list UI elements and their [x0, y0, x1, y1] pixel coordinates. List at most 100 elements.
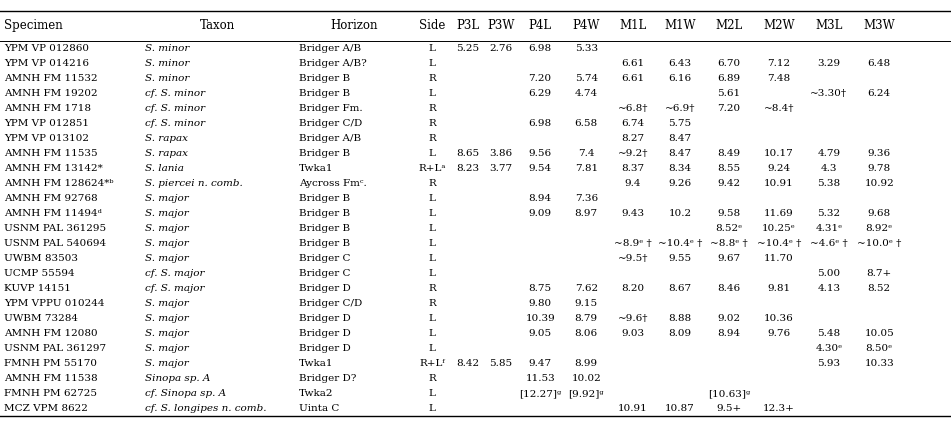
Text: 6.48: 6.48	[867, 59, 891, 68]
Text: R: R	[428, 284, 437, 293]
Text: 9.58: 9.58	[717, 209, 741, 218]
Text: M3L: M3L	[815, 20, 843, 32]
Text: S. major: S. major	[145, 359, 188, 368]
Text: [12.27]ᵍ: [12.27]ᵍ	[519, 389, 561, 399]
Text: 8.88: 8.88	[669, 314, 691, 324]
Text: YPM VP 012860: YPM VP 012860	[4, 44, 88, 53]
Text: 10.39: 10.39	[525, 314, 555, 324]
Text: 8.75: 8.75	[529, 284, 552, 293]
Text: 7.48: 7.48	[767, 74, 790, 83]
Text: 7.62: 7.62	[574, 284, 598, 293]
Text: cf. S. major: cf. S. major	[145, 269, 204, 278]
Text: 9.55: 9.55	[669, 254, 691, 263]
Text: 2.76: 2.76	[489, 44, 513, 53]
Text: Bridger A/B: Bridger A/B	[299, 44, 360, 53]
Text: M3W: M3W	[864, 20, 895, 32]
Text: S. major: S. major	[145, 314, 188, 324]
Text: 11.70: 11.70	[764, 254, 794, 263]
Text: Bridger B: Bridger B	[299, 224, 350, 233]
Text: 9.4: 9.4	[625, 179, 641, 188]
Text: USNM PAL 540694: USNM PAL 540694	[4, 239, 106, 248]
Text: 7.81: 7.81	[574, 164, 598, 173]
Text: L: L	[429, 344, 436, 353]
Text: 8.7+: 8.7+	[866, 269, 892, 278]
Text: Bridger Fm.: Bridger Fm.	[299, 104, 362, 113]
Text: cf. S. minor: cf. S. minor	[145, 104, 204, 113]
Text: Bridger C/D: Bridger C/D	[299, 119, 362, 128]
Text: 3.29: 3.29	[817, 59, 841, 68]
Text: Uinta C: Uinta C	[299, 404, 339, 413]
Text: 9.09: 9.09	[529, 209, 552, 218]
Text: ~4.6ᵉ †: ~4.6ᵉ †	[810, 239, 847, 248]
Text: L: L	[429, 209, 436, 218]
Text: FMNH PM 62725: FMNH PM 62725	[4, 389, 97, 399]
Text: 8.94: 8.94	[529, 194, 552, 203]
Text: S. major: S. major	[145, 344, 188, 353]
Text: 10.91: 10.91	[618, 404, 648, 413]
Text: Bridger A/B: Bridger A/B	[299, 134, 360, 143]
Text: 8.46: 8.46	[717, 284, 741, 293]
Text: Bridger C: Bridger C	[299, 254, 350, 263]
Text: Bridger D: Bridger D	[299, 344, 350, 353]
Text: 12.3+: 12.3+	[763, 404, 795, 413]
Text: S. piercei n. comb.: S. piercei n. comb.	[145, 179, 243, 188]
Text: 6.24: 6.24	[867, 89, 891, 98]
Text: 9.68: 9.68	[867, 209, 891, 218]
Text: cf. S. longipes n. comb.: cf. S. longipes n. comb.	[145, 404, 266, 413]
Text: Bridger B: Bridger B	[299, 209, 350, 218]
Text: 6.70: 6.70	[717, 59, 741, 68]
Text: 8.92ᵉ: 8.92ᵉ	[865, 224, 893, 233]
Text: 4.13: 4.13	[817, 284, 841, 293]
Text: 10.05: 10.05	[864, 329, 894, 338]
Text: Bridger D: Bridger D	[299, 329, 350, 338]
Text: L: L	[429, 89, 436, 98]
Text: AMNH FM 11494ᵈ: AMNH FM 11494ᵈ	[4, 209, 102, 218]
Text: P4L: P4L	[529, 20, 552, 32]
Text: R: R	[428, 104, 437, 113]
Text: ~9.6†: ~9.6†	[617, 314, 649, 324]
Text: 8.94: 8.94	[717, 329, 741, 338]
Text: M2L: M2L	[715, 20, 743, 32]
Text: 9.54: 9.54	[529, 164, 552, 173]
Text: AMNH FM 13142*: AMNH FM 13142*	[4, 164, 103, 173]
Text: 3.77: 3.77	[489, 164, 513, 173]
Text: S. major: S. major	[145, 329, 188, 338]
Text: 10.91: 10.91	[764, 179, 794, 188]
Text: R: R	[428, 299, 437, 308]
Text: AMNH FM 11532: AMNH FM 11532	[4, 74, 97, 83]
Text: L: L	[429, 329, 436, 338]
Text: AMNH FM 128624*ᵇ: AMNH FM 128624*ᵇ	[4, 179, 113, 188]
Text: 8.99: 8.99	[574, 359, 598, 368]
Text: 8.37: 8.37	[621, 164, 645, 173]
Text: L: L	[429, 389, 436, 399]
Text: P3L: P3L	[456, 20, 479, 32]
Text: R+Lᵃ: R+Lᵃ	[418, 164, 446, 173]
Text: ~9.2†: ~9.2†	[617, 149, 649, 158]
Text: 5.33: 5.33	[574, 44, 598, 53]
Text: 6.61: 6.61	[621, 59, 645, 68]
Text: Bridger D: Bridger D	[299, 314, 350, 324]
Text: M2W: M2W	[763, 20, 795, 32]
Text: 11.53: 11.53	[525, 374, 555, 383]
Text: 9.24: 9.24	[767, 164, 790, 173]
Text: Sinopa sp. A: Sinopa sp. A	[145, 374, 210, 383]
Text: 6.29: 6.29	[529, 89, 552, 98]
Text: Twka1: Twka1	[299, 164, 333, 173]
Text: S. lania: S. lania	[145, 164, 184, 173]
Text: R: R	[428, 119, 437, 128]
Text: 5.00: 5.00	[817, 269, 841, 278]
Text: ~3.30†: ~3.30†	[810, 89, 847, 98]
Text: 7.12: 7.12	[767, 59, 790, 68]
Text: ~10.4ᵉ †: ~10.4ᵉ †	[658, 239, 702, 248]
Text: 8.52ᵉ: 8.52ᵉ	[715, 224, 743, 233]
Text: 4.79: 4.79	[817, 149, 841, 158]
Text: S. major: S. major	[145, 239, 188, 248]
Text: 9.80: 9.80	[529, 299, 552, 308]
Text: Bridger B: Bridger B	[299, 89, 350, 98]
Text: 10.92: 10.92	[864, 179, 894, 188]
Text: 8.42: 8.42	[456, 359, 479, 368]
Text: 10.2: 10.2	[669, 209, 691, 218]
Text: 3.86: 3.86	[489, 149, 513, 158]
Text: 5.75: 5.75	[669, 119, 691, 128]
Text: Aycross Fmᶜ.: Aycross Fmᶜ.	[299, 179, 366, 188]
